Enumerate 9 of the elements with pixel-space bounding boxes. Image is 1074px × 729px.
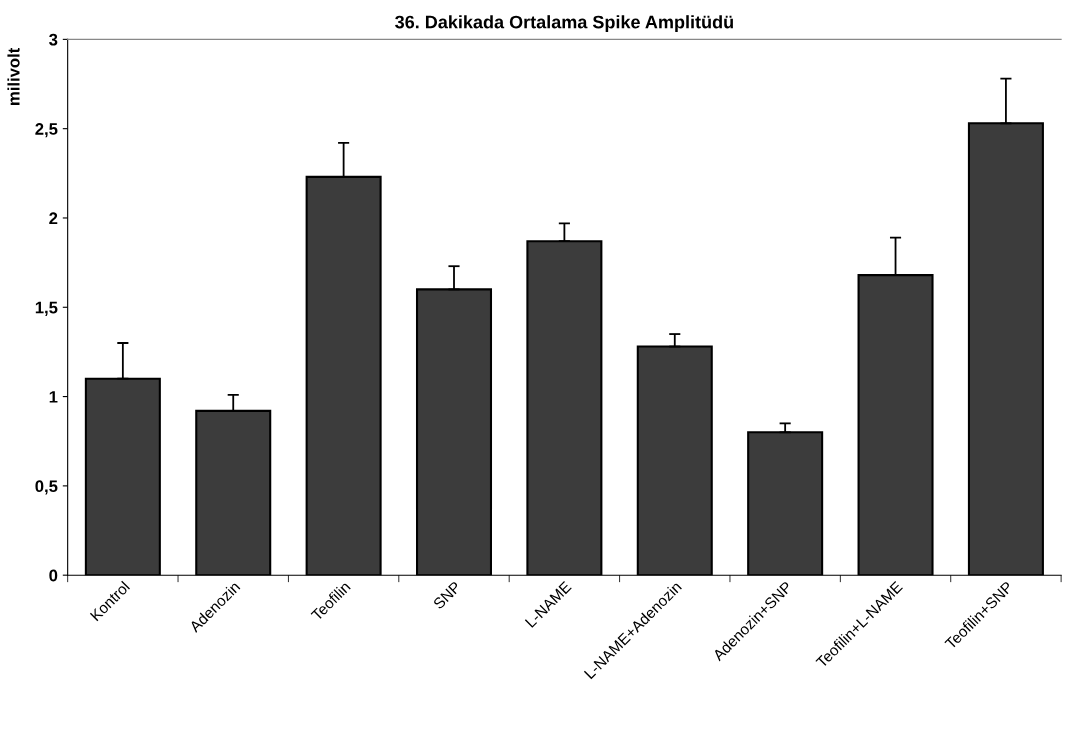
y-tick-label: 2 — [49, 212, 58, 225]
chart-title: 36. Dakikada Ortalama Spike Amplitüdü — [395, 15, 733, 32]
y-tick-label: 1 — [49, 391, 58, 403]
y-tick-label: 2,5 — [35, 123, 58, 138]
y-axis-title: milivolt — [7, 47, 20, 105]
y-tick-label: 0,5 — [35, 480, 58, 495]
y-tick-label: 3 — [49, 33, 58, 46]
y-tick-label: 1,5 — [35, 301, 58, 316]
y-tick-label: 0 — [49, 569, 58, 582]
